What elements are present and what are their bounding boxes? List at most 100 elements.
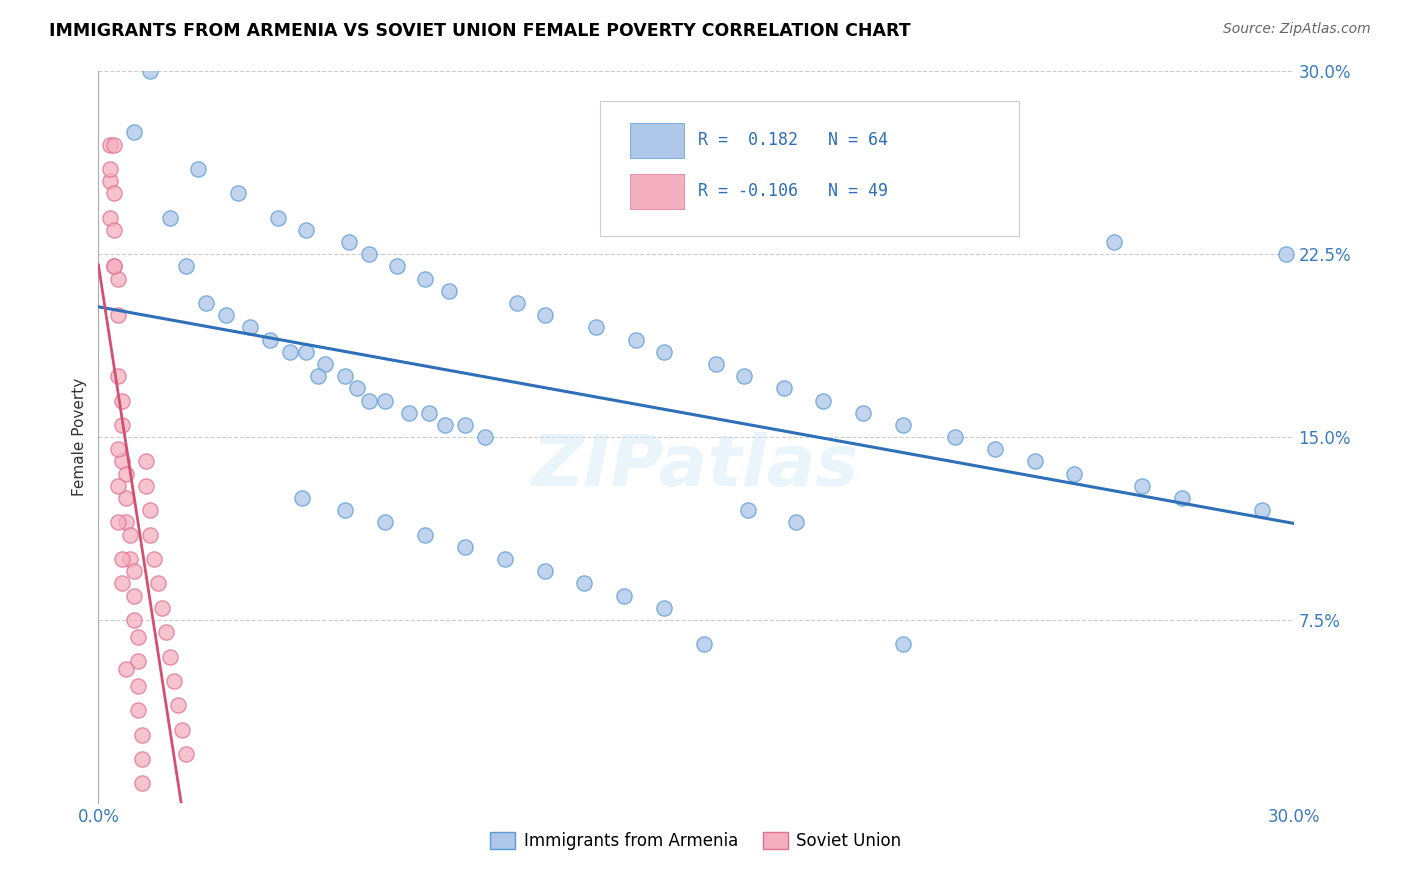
Point bbox=[398, 406, 420, 420]
Point bbox=[143, 552, 166, 566]
Point bbox=[1171, 491, 1194, 505]
Point bbox=[103, 186, 125, 201]
Point bbox=[785, 516, 807, 530]
Point bbox=[335, 369, 357, 384]
Point bbox=[172, 723, 194, 737]
Point bbox=[737, 503, 759, 517]
Point bbox=[127, 654, 149, 668]
Point bbox=[413, 527, 436, 541]
Point bbox=[111, 576, 134, 591]
Point bbox=[174, 260, 197, 274]
Point bbox=[115, 491, 138, 505]
Point bbox=[346, 381, 368, 395]
Point bbox=[139, 503, 162, 517]
Point bbox=[103, 223, 125, 237]
Point bbox=[733, 369, 755, 384]
Point bbox=[984, 442, 1007, 457]
Point bbox=[155, 625, 177, 640]
Point bbox=[127, 703, 149, 717]
Point bbox=[127, 679, 149, 693]
Point bbox=[374, 516, 396, 530]
Text: R = -0.106   N = 49: R = -0.106 N = 49 bbox=[699, 182, 889, 201]
Point bbox=[107, 442, 129, 457]
Point bbox=[135, 479, 157, 493]
Point bbox=[339, 235, 361, 249]
Point bbox=[335, 503, 357, 517]
Point bbox=[124, 613, 146, 627]
Point bbox=[111, 454, 134, 468]
Point bbox=[107, 271, 129, 285]
Bar bbox=[630, 174, 685, 209]
Point bbox=[813, 393, 835, 408]
Point bbox=[107, 479, 129, 493]
Point bbox=[111, 552, 134, 566]
Point bbox=[434, 417, 457, 432]
Point bbox=[259, 333, 281, 347]
Point bbox=[613, 589, 636, 603]
Point bbox=[385, 260, 409, 274]
Point bbox=[1274, 247, 1296, 261]
Point bbox=[291, 491, 314, 505]
Point bbox=[494, 552, 516, 566]
Point bbox=[1063, 467, 1085, 481]
Point bbox=[107, 308, 129, 322]
Point bbox=[139, 64, 162, 78]
Point bbox=[413, 271, 436, 285]
Point bbox=[239, 320, 262, 334]
Point bbox=[131, 776, 153, 790]
Point bbox=[103, 260, 125, 274]
Point bbox=[195, 296, 218, 310]
Point bbox=[98, 211, 122, 225]
Y-axis label: Female Poverty: Female Poverty bbox=[72, 378, 87, 496]
Point bbox=[307, 369, 329, 384]
Point bbox=[1250, 503, 1272, 517]
Point bbox=[103, 260, 125, 274]
Point bbox=[131, 752, 153, 766]
Point bbox=[115, 516, 138, 530]
Point bbox=[891, 637, 914, 651]
Point bbox=[533, 308, 555, 322]
Point bbox=[1130, 479, 1153, 493]
Point bbox=[103, 137, 125, 152]
Point bbox=[1104, 235, 1126, 249]
Point bbox=[506, 296, 529, 310]
Point bbox=[226, 186, 249, 201]
Text: R =  0.182   N = 64: R = 0.182 N = 64 bbox=[699, 131, 889, 149]
Point bbox=[533, 564, 555, 578]
Point bbox=[891, 417, 914, 432]
Point bbox=[127, 630, 149, 644]
Point bbox=[693, 637, 716, 651]
Point bbox=[574, 576, 596, 591]
Point bbox=[585, 320, 607, 334]
Point bbox=[98, 161, 122, 176]
Point bbox=[124, 589, 146, 603]
Point bbox=[852, 406, 875, 420]
Point bbox=[215, 308, 238, 322]
Text: Source: ZipAtlas.com: Source: ZipAtlas.com bbox=[1223, 22, 1371, 37]
Legend: Immigrants from Armenia, Soviet Union: Immigrants from Armenia, Soviet Union bbox=[484, 825, 908, 856]
Point bbox=[131, 727, 153, 741]
Point bbox=[120, 527, 142, 541]
Point bbox=[174, 747, 197, 761]
Point bbox=[167, 698, 190, 713]
Point bbox=[359, 247, 381, 261]
Point bbox=[294, 223, 316, 237]
Point bbox=[107, 369, 129, 384]
Point bbox=[943, 430, 966, 444]
Point bbox=[159, 649, 181, 664]
Point bbox=[652, 344, 675, 359]
Point bbox=[359, 393, 381, 408]
Bar bbox=[630, 122, 685, 158]
Point bbox=[418, 406, 440, 420]
Text: IMMIGRANTS FROM ARMENIA VS SOVIET UNION FEMALE POVERTY CORRELATION CHART: IMMIGRANTS FROM ARMENIA VS SOVIET UNION … bbox=[49, 22, 911, 40]
Point bbox=[294, 344, 316, 359]
Point bbox=[150, 600, 173, 615]
Point bbox=[135, 454, 157, 468]
Point bbox=[98, 137, 122, 152]
Point bbox=[454, 540, 477, 554]
Point bbox=[772, 381, 794, 395]
Point bbox=[124, 125, 146, 139]
Text: ZIPatlas: ZIPatlas bbox=[533, 432, 859, 500]
Point bbox=[267, 211, 290, 225]
Point bbox=[139, 527, 162, 541]
